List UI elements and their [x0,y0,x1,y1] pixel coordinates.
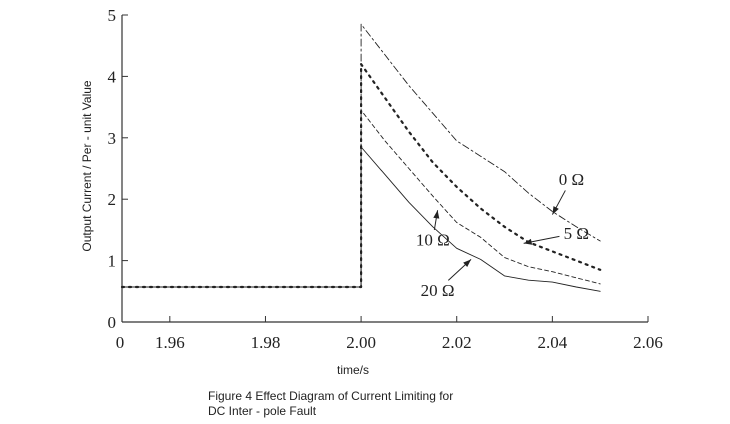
y-tick-label: 1 [108,252,117,271]
x-axis-label: time/s [337,363,369,377]
series-annotation-label: 0 Ω [559,170,584,189]
series-line [120,62,602,289]
y-tick-label: 5 [108,6,117,25]
series-annotation-label: 5 Ω [564,224,589,243]
annotation-arrow-head [463,259,472,267]
x-tick-label: 2.04 [537,333,567,352]
series-annotation-label: 20 Ω [421,281,455,300]
y-ticks: 0 1 2 3 4 5 [108,6,128,332]
x-tick-label: 1.96 [155,333,185,352]
series-annotation-label: 10 Ω [416,230,450,249]
plot-frame [121,15,648,323]
x-tick-label: 2.06 [633,333,663,352]
annotation-arrow-head [552,206,559,215]
x-tick-label: 0 [116,333,125,352]
annotation-layer: 0 Ω 5 Ω 10 Ω 20 Ω [416,170,589,300]
x-tick-label: 2.00 [346,333,376,352]
x-ticks: 0 1.96 1.98 2.00 2.02 2.04 2.06 [116,316,663,352]
x-tick-label: 2.02 [442,333,472,352]
y-axis-label: Output Current / Per - unit Value [80,80,94,252]
figure-caption: Figure 4 Effect Diagram of Current Limit… [208,389,453,419]
series-line [121,109,601,288]
series-line [121,146,601,292]
x-tick-label: 1.98 [251,333,281,352]
caption-line-1: Figure 4 Effect Diagram of Current Limit… [208,389,454,403]
y-tick-label: 3 [108,129,117,148]
series-layer [120,23,602,292]
annotation-arrow-head [433,210,440,219]
y-tick-label: 0 [108,313,117,332]
series-line [121,23,601,288]
y-tick-label: 4 [108,67,117,86]
caption-line-2: DC Inter - pole Fault [208,404,317,418]
y-tick-label: 2 [108,190,117,209]
annotation-arrow-head [523,238,533,245]
